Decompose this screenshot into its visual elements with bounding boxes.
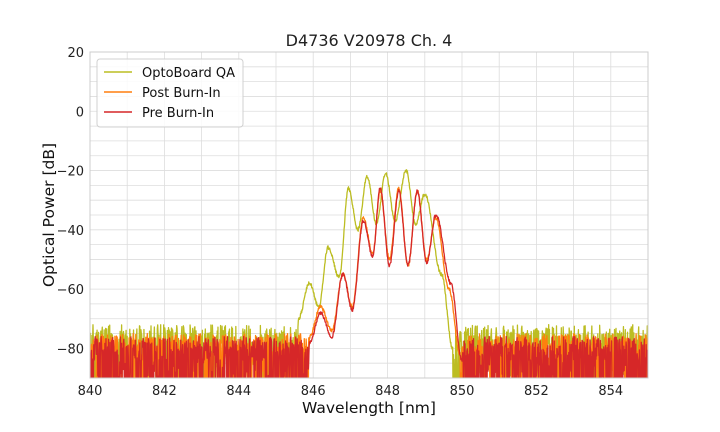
series-line-pre-burn-in (90, 187, 648, 378)
x-tick-label: 840 (78, 384, 103, 399)
y-tick-label: 20 (67, 46, 84, 61)
y-tick-label: −40 (57, 224, 84, 239)
y-axis-label: Optical Power [dB] (40, 143, 58, 287)
x-tick-label: 842 (152, 384, 177, 399)
chart-title: D4736 V20978 Ch. 4 (286, 31, 453, 50)
y-tick-label: −80 (57, 342, 84, 357)
y-tick-label: 0 (76, 105, 84, 120)
plot-frame (89, 51, 649, 379)
x-tick-label: 854 (598, 384, 623, 399)
x-tick-label: 850 (450, 384, 475, 399)
y-tick-label: −20 (57, 165, 84, 180)
y-tick-label: −60 (57, 283, 84, 298)
series-line-optoboard-qa (90, 169, 648, 378)
x-tick-label: 844 (226, 384, 251, 399)
y-tick-labels: 20 0 −20 −40 −60 −80 (57, 46, 84, 357)
legend-label: Pre Burn-In (142, 106, 214, 121)
legend-box (96, 58, 244, 128)
legend-label: Post Burn-In (142, 86, 221, 101)
x-axis-label: Wavelength [nm] (302, 399, 436, 417)
series-layer (90, 169, 648, 378)
x-tick-label: 852 (524, 384, 549, 399)
x-tick-labels: 840 842 844 846 848 850 852 854 (78, 384, 624, 399)
legend: OptoBoard QA Post Burn-In Pre Burn-In (96, 58, 244, 128)
legend-label: OptoBoard QA (142, 66, 235, 81)
x-tick-label: 846 (301, 384, 326, 399)
x-tick-label: 848 (375, 384, 400, 399)
